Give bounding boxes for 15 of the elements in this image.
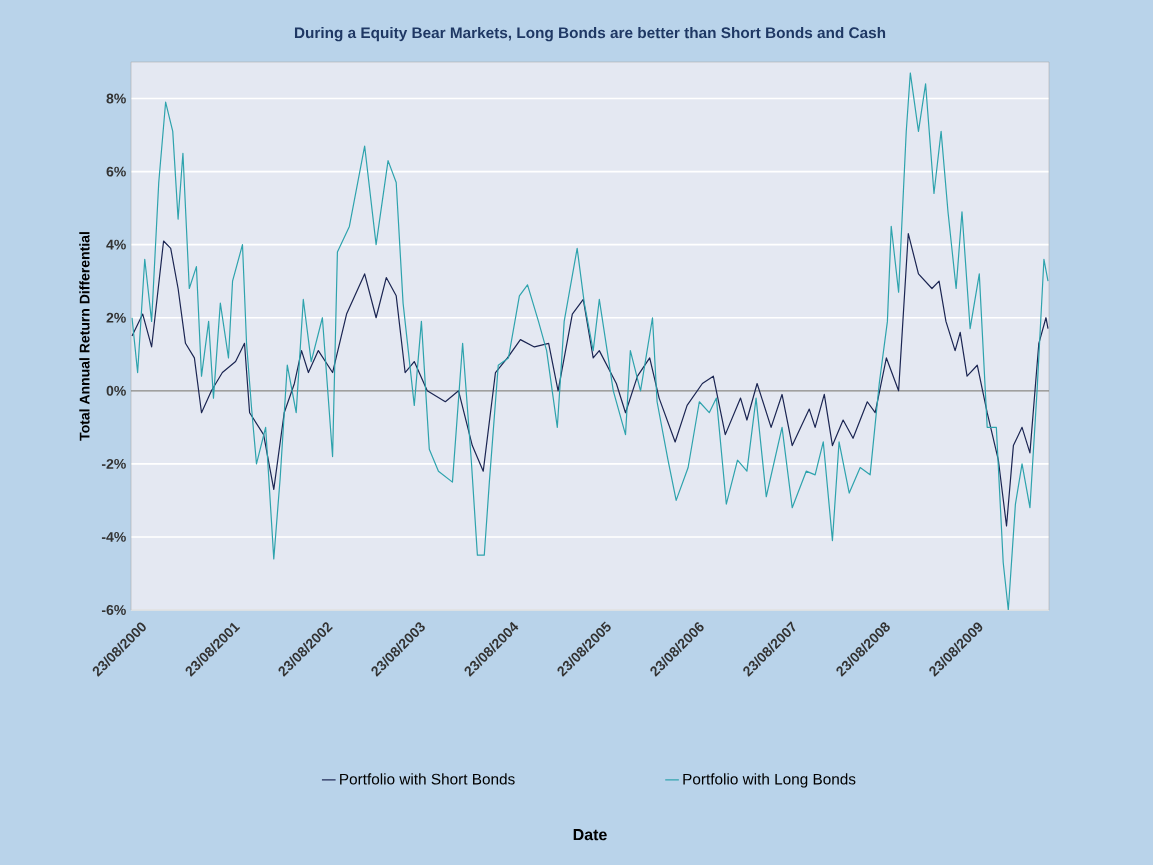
y-tick-label: 0% bbox=[106, 385, 126, 396]
line-series bbox=[131, 72, 1049, 610]
line-series bbox=[131, 233, 1049, 527]
y-tick-label: -4% bbox=[101, 532, 126, 542]
text: Date bbox=[573, 829, 607, 841]
y-tick-label: 6% bbox=[106, 166, 126, 177]
y-tick-label: 8% bbox=[106, 93, 126, 104]
legend-label: Portfolio with Short Bonds bbox=[340, 773, 515, 785]
legend-label: Portfolio with Long Bonds bbox=[683, 773, 856, 788]
y-tick-label: 2% bbox=[106, 312, 126, 323]
y-tick-label: 4% bbox=[106, 239, 126, 250]
y-tick-label: -6% bbox=[101, 605, 126, 615]
chart-title: During a Equity Bear Markets, Long Bonds are better than Short Bonds and Cash bbox=[294, 26, 886, 42]
y-tick-label: -2% bbox=[101, 458, 126, 469]
y-axis-title: Total Annual Return Differential bbox=[79, 232, 90, 441]
